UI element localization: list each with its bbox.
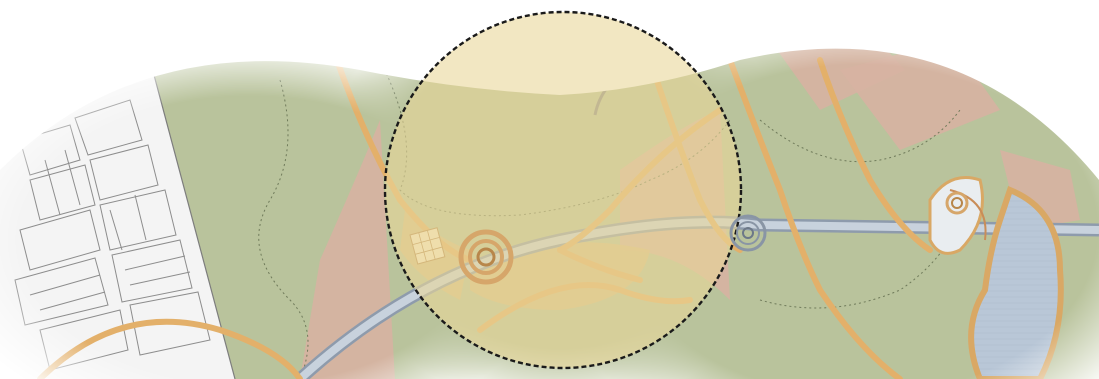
urban-blocks — [0, 59, 236, 379]
roundabout-marker-icon — [729, 214, 767, 252]
pond — [928, 176, 1064, 379]
roundabout-marker-icon — [458, 229, 514, 285]
focus-circle — [383, 10, 743, 370]
roundabout-marker-icon — [945, 191, 969, 215]
